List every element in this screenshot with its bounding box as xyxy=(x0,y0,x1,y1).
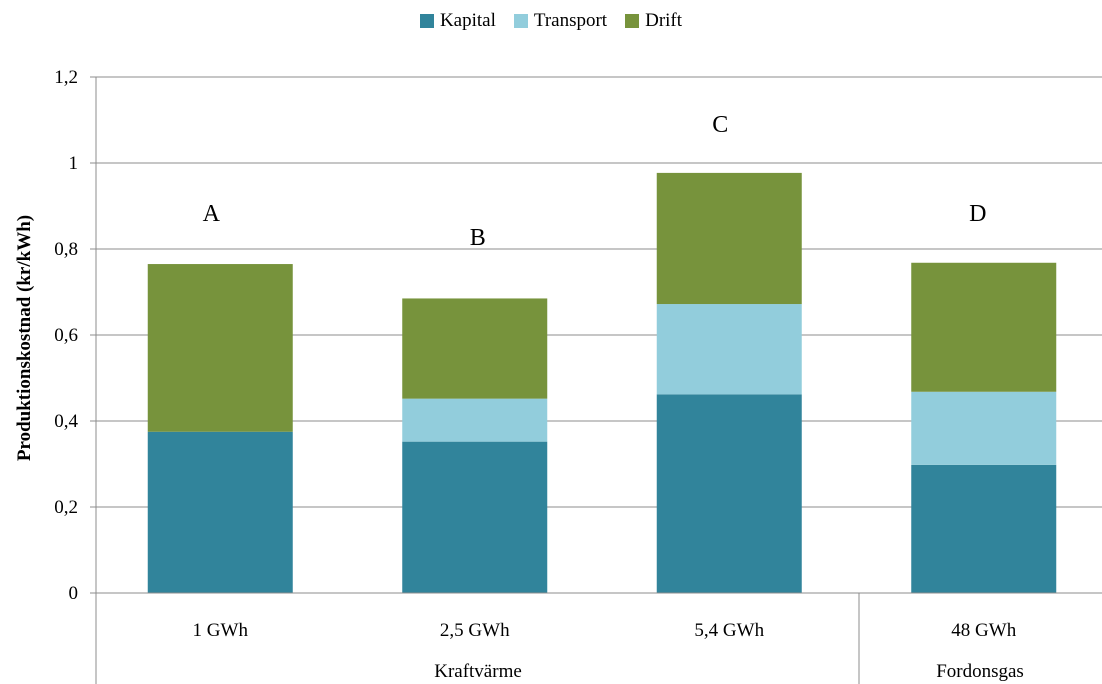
y-axis-label: Produktionskostnad (kr/kWh) xyxy=(14,215,35,461)
bar-segment-kapital-3 xyxy=(656,394,802,593)
legend-item-drift: Drift xyxy=(625,10,682,32)
legend-label-kapital: Kapital xyxy=(439,10,496,31)
legend-label-transport: Transport xyxy=(533,10,608,31)
x-category-label: 5,4 GWh xyxy=(694,620,764,641)
bar-segment-kapital-4 xyxy=(911,464,1057,593)
bar-segment-kapital-2 xyxy=(402,441,548,593)
y-tick-label: 0,8 xyxy=(54,239,78,260)
bar-segment-drift-3 xyxy=(656,172,802,305)
bar-segment-transport-3 xyxy=(656,304,802,395)
bar-segment-kapital-1 xyxy=(147,431,293,593)
bars xyxy=(147,172,1057,593)
y-tick-label: 0 xyxy=(69,583,79,604)
y-tick-label: 0,6 xyxy=(54,325,78,346)
legend-item-transport: Transport xyxy=(513,10,608,32)
bar-segment-transport-2 xyxy=(402,398,548,442)
bar-letter-label: D xyxy=(969,201,986,227)
axes xyxy=(90,76,1102,684)
x-category-label: 48 GWh xyxy=(951,620,1016,641)
legend-item-kapital: Kapital xyxy=(419,10,496,32)
x-category-label: 2,5 GWh xyxy=(440,620,510,641)
y-tick-label: 1,2 xyxy=(54,67,78,88)
x-category-label: 1 GWh xyxy=(193,620,249,641)
bar-letter-label: B xyxy=(470,225,486,251)
bar-segment-drift-1 xyxy=(147,264,293,432)
bar-segment-transport-4 xyxy=(911,391,1057,465)
legend-swatch-drift xyxy=(625,14,640,28)
bar-segment-drift-2 xyxy=(402,298,548,399)
y-tick-label: 0,2 xyxy=(54,497,78,518)
legend-swatch-transport xyxy=(513,14,528,28)
group-label-fordonsgas: Fordonsgas xyxy=(936,661,1024,682)
legend: Kapital Transport Drift xyxy=(0,10,1102,32)
bar-segment-drift-4 xyxy=(911,262,1057,392)
bar-letter-label: C xyxy=(712,112,728,138)
legend-label-drift: Drift xyxy=(645,10,683,31)
y-tick-label: 1 xyxy=(69,153,79,174)
bar-letter-label: A xyxy=(203,201,221,227)
labels: 0 0,2 0,4 0,6 0,8 1 1,2 1 GWh 2,5 GWh 5,4 GWh 48 G… xyxy=(54,67,1024,682)
y-tick-label: 0,4 xyxy=(54,411,78,432)
legend-swatch-kapital xyxy=(419,14,434,28)
group-label-kraftvarme: Kraftvärme xyxy=(434,661,522,682)
